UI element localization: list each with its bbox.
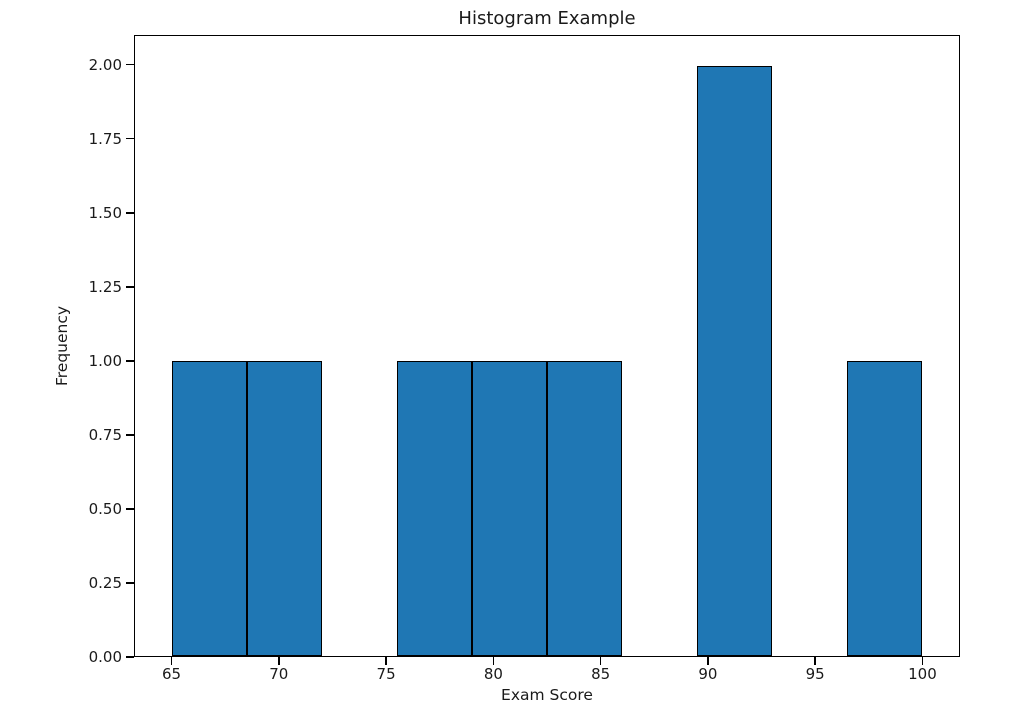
x-tick-mark bbox=[170, 657, 173, 665]
y-tick-mark bbox=[126, 656, 134, 658]
histogram-bar bbox=[172, 360, 248, 656]
chart-title: Histogram Example bbox=[458, 8, 636, 29]
y-tick-mark bbox=[126, 582, 134, 584]
y-tick-label: 1.25 bbox=[88, 277, 122, 296]
y-tick-mark bbox=[126, 508, 134, 510]
histogram-bar bbox=[247, 360, 323, 656]
y-tick-mark bbox=[126, 211, 134, 214]
x-tick-label: 70 bbox=[269, 665, 289, 683]
x-tick-mark bbox=[707, 657, 709, 665]
x-tick-label: 65 bbox=[161, 665, 182, 683]
y-tick-mark bbox=[126, 285, 134, 288]
histogram-bar bbox=[846, 360, 922, 656]
y-axis-label: Frequency bbox=[53, 305, 71, 387]
x-axis-label: Exam Score bbox=[501, 686, 593, 704]
y-tick-mark bbox=[126, 63, 134, 66]
x-tick-mark bbox=[385, 657, 387, 665]
x-tick-mark bbox=[278, 657, 280, 665]
y-tick-label: 0.00 bbox=[88, 648, 122, 666]
y-tick-label: 1.00 bbox=[88, 351, 122, 370]
x-tick-label: 90 bbox=[698, 665, 718, 683]
x-tick-mark bbox=[814, 657, 816, 665]
x-tick-label: 100 bbox=[908, 665, 937, 683]
y-tick-label: 1.50 bbox=[88, 203, 122, 222]
x-tick-label: 85 bbox=[591, 665, 611, 683]
x-tick-label: 95 bbox=[805, 665, 825, 683]
y-tick-mark bbox=[126, 360, 134, 362]
histogram-bar bbox=[547, 360, 622, 656]
x-tick-mark bbox=[599, 657, 602, 665]
y-tick-label: 1.75 bbox=[88, 129, 122, 148]
y-tick-label: 0.50 bbox=[88, 499, 122, 518]
y-tick-mark bbox=[126, 137, 134, 140]
x-tick-label: 75 bbox=[376, 665, 396, 683]
x-tick-mark bbox=[492, 657, 495, 665]
y-tick-label: 2.00 bbox=[88, 55, 122, 74]
y-tick-mark bbox=[126, 434, 134, 436]
histogram-bar bbox=[696, 65, 772, 656]
y-tick-label: 0.25 bbox=[88, 573, 122, 592]
x-tick-mark bbox=[921, 657, 924, 665]
histogram-bar bbox=[397, 360, 473, 656]
plot-area bbox=[134, 35, 960, 657]
y-tick-label: 0.75 bbox=[88, 425, 122, 444]
histogram-bar bbox=[472, 360, 547, 656]
x-tick-label: 80 bbox=[483, 665, 503, 683]
